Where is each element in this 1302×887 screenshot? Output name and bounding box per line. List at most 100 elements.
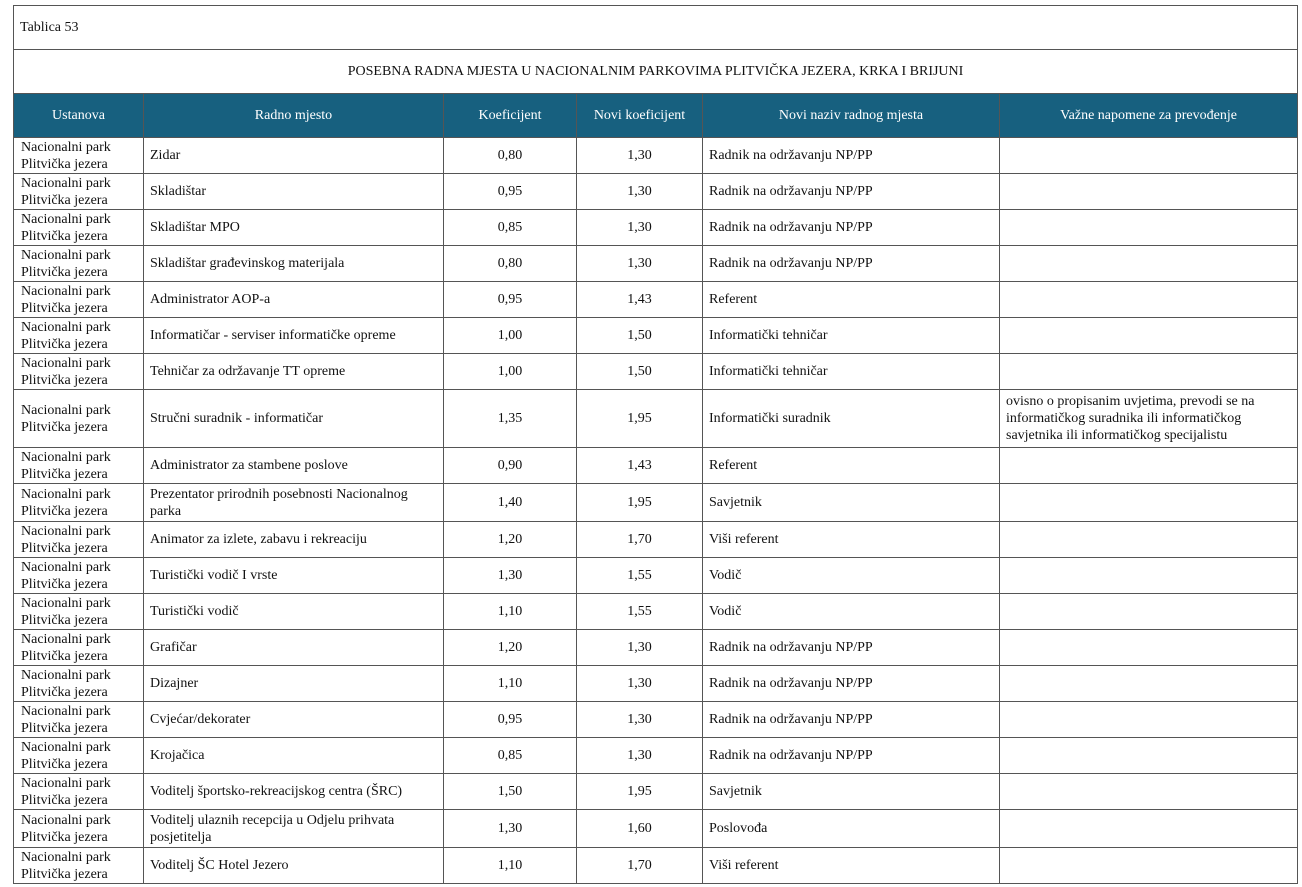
radno-mjesto: Turistički vodič [143, 593, 444, 630]
column-header: Radno mjesto [143, 93, 444, 138]
novi-naziv: Referent [702, 281, 1000, 318]
empty-cell [998, 593, 1299, 630]
novi-naziv: Savjetnik [702, 773, 1000, 810]
empty-cell [998, 209, 1299, 246]
radno-mjesto: Tehničar za održavanje TT opreme [143, 353, 444, 390]
radno-mjesto: Dizajner [143, 665, 444, 702]
novi-koeficijent: 1,70 [576, 521, 703, 558]
radno-mjesto: Voditelj ulaznih recepcija u Odjelu prih… [143, 809, 444, 848]
table-caption: Tablica 53 [12, 5, 1299, 50]
empty-cell [998, 737, 1299, 774]
novi-koeficijent: 1,30 [576, 173, 703, 210]
radno-mjesto: Administrator AOP-a [143, 281, 444, 318]
ustanova: Nacionalni park Plitvička jezera [13, 353, 144, 390]
table-row: Nacionalni park Plitvička jezera Stručni … [13, 389, 1299, 448]
table-row: Nacionalni park Plitvička jezera Voditelj… [13, 809, 1299, 848]
empty-cell [998, 665, 1299, 702]
novi-koeficijent: 1,55 [576, 593, 703, 630]
koeficijent: 1,10 [443, 847, 577, 884]
table-row: Nacionalni park Plitvička jezera Turistič… [13, 557, 1299, 594]
novi-naziv: Radnik na održavanju NP/PP [702, 173, 1000, 210]
empty-cell [998, 809, 1299, 848]
novi-naziv: Radnik na održavanju NP/PP [702, 137, 1000, 174]
table-title: POSEBNA RADNA MJESTA U NACIONALNIM PARKO… [12, 49, 1299, 94]
table-row: Nacionalni park Plitvička jezera Administ… [13, 447, 1299, 484]
empty-cell [998, 773, 1299, 810]
koeficijent: 1,30 [443, 809, 577, 848]
table-row: Nacionalni park Plitvička jezera Animator… [13, 521, 1299, 558]
koeficijent: 1,20 [443, 521, 577, 558]
radno-mjesto: Zidar [143, 137, 444, 174]
table-row: Nacionalni park Plitvička jezera Skladišt… [13, 173, 1299, 210]
novi-koeficijent: 1,30 [576, 209, 703, 246]
novi-naziv: Poslovođa [702, 809, 1000, 848]
table-row: Nacionalni park Plitvička jezera Voditelj… [13, 773, 1299, 810]
empty-cell [998, 281, 1299, 318]
radno-mjesto: Krojačica [143, 737, 444, 774]
radno-mjesto: Animator za izlete, zabavu i rekreaciju [143, 521, 444, 558]
empty-cell [998, 137, 1299, 174]
novi-naziv: Radnik na održavanju NP/PP [702, 245, 1000, 282]
ustanova: Nacionalni park Plitvička jezera [13, 809, 144, 848]
novi-koeficijent: 1,43 [576, 281, 703, 318]
koeficijent: 1,00 [443, 317, 577, 354]
ustanova: Nacionalni park Plitvička jezera [13, 701, 144, 738]
novi-koeficijent: 1,70 [576, 847, 703, 884]
novi-koeficijent: 1,60 [576, 809, 703, 848]
ustanova: Nacionalni park Plitvička jezera [13, 737, 144, 774]
koeficijent: 0,80 [443, 245, 577, 282]
table-row: Nacionalni park Plitvička jezera Turistič… [13, 593, 1299, 630]
koeficijent: 1,35 [443, 389, 577, 448]
empty-cell [998, 317, 1299, 354]
column-header: Koeficijent [443, 93, 577, 138]
novi-naziv: Informatički suradnik [702, 389, 1000, 448]
radno-mjesto: Skladištar MPO [143, 209, 444, 246]
ustanova: Nacionalni park Plitvička jezera [13, 773, 144, 810]
ustanova: Nacionalni park Plitvička jezera [13, 447, 144, 484]
radno-mjesto: Turistički vodič I vrste [143, 557, 444, 594]
ustanova: Nacionalni park Plitvička jezera [13, 665, 144, 702]
column-header: Novi koeficijent [576, 93, 703, 138]
novi-koeficijent: 1,95 [576, 483, 703, 522]
radno-mjesto: Grafičar [143, 629, 444, 666]
novi-naziv: Radnik na održavanju NP/PP [702, 701, 1000, 738]
ustanova: Nacionalni park Plitvička jezera [13, 593, 144, 630]
koeficijent: 0,95 [443, 173, 577, 210]
novi-koeficijent: 1,30 [576, 701, 703, 738]
novi-naziv: Radnik na održavanju NP/PP [702, 665, 1000, 702]
novi-koeficijent: 1,30 [576, 137, 703, 174]
radno-mjesto: Voditelj ŠC Hotel Jezero [143, 847, 444, 884]
radno-mjesto: Administrator za stambene poslove [143, 447, 444, 484]
column-header: Novi naziv radnog mjesta [702, 93, 1000, 138]
empty-cell [998, 557, 1299, 594]
koeficijent: 0,85 [443, 209, 577, 246]
novi-naziv: Informatički tehničar [702, 317, 1000, 354]
ustanova: Nacionalni park Plitvička jezera [13, 317, 144, 354]
table-row: Nacionalni park Plitvička jezera Dizajner… [13, 665, 1299, 702]
table-row: Nacionalni park Plitvička jezera Krojačic… [13, 737, 1299, 774]
koeficijent: 1,50 [443, 773, 577, 810]
ustanova: Nacionalni park Plitvička jezera [13, 209, 144, 246]
koeficijent: 0,90 [443, 447, 577, 484]
ustanova: Nacionalni park Plitvička jezera [13, 483, 144, 522]
column-header: Ustanova [13, 93, 144, 138]
ustanova: Nacionalni park Plitvička jezera [13, 281, 144, 318]
empty-cell [998, 629, 1299, 666]
napomena: ovisno o propisanim uvjetima, prevodi se… [998, 389, 1299, 448]
koeficijent: 0,95 [443, 281, 577, 318]
koeficijent: 1,10 [443, 665, 577, 702]
empty-cell [998, 847, 1299, 884]
novi-koeficijent: 1,95 [576, 773, 703, 810]
koeficijent: 0,95 [443, 701, 577, 738]
table: Tablica 53 POSEBNA RADNA MJESTA U NACION… [12, 5, 1299, 884]
table-row: Nacionalni park Plitvička jezera Cvjećar/… [13, 701, 1299, 738]
table-row: Nacionalni park Plitvička jezera Prezenta… [13, 483, 1299, 522]
novi-naziv: Viši referent [702, 847, 1000, 884]
ustanova: Nacionalni park Plitvička jezera [13, 629, 144, 666]
koeficijent: 0,85 [443, 737, 577, 774]
radno-mjesto: Prezentator prirodnih posebnosti Naciona… [143, 483, 444, 522]
novi-koeficijent: 1,43 [576, 447, 703, 484]
novi-koeficijent: 1,55 [576, 557, 703, 594]
ustanova: Nacionalni park Plitvička jezera [13, 521, 144, 558]
novi-naziv: Vodič [702, 593, 1000, 630]
